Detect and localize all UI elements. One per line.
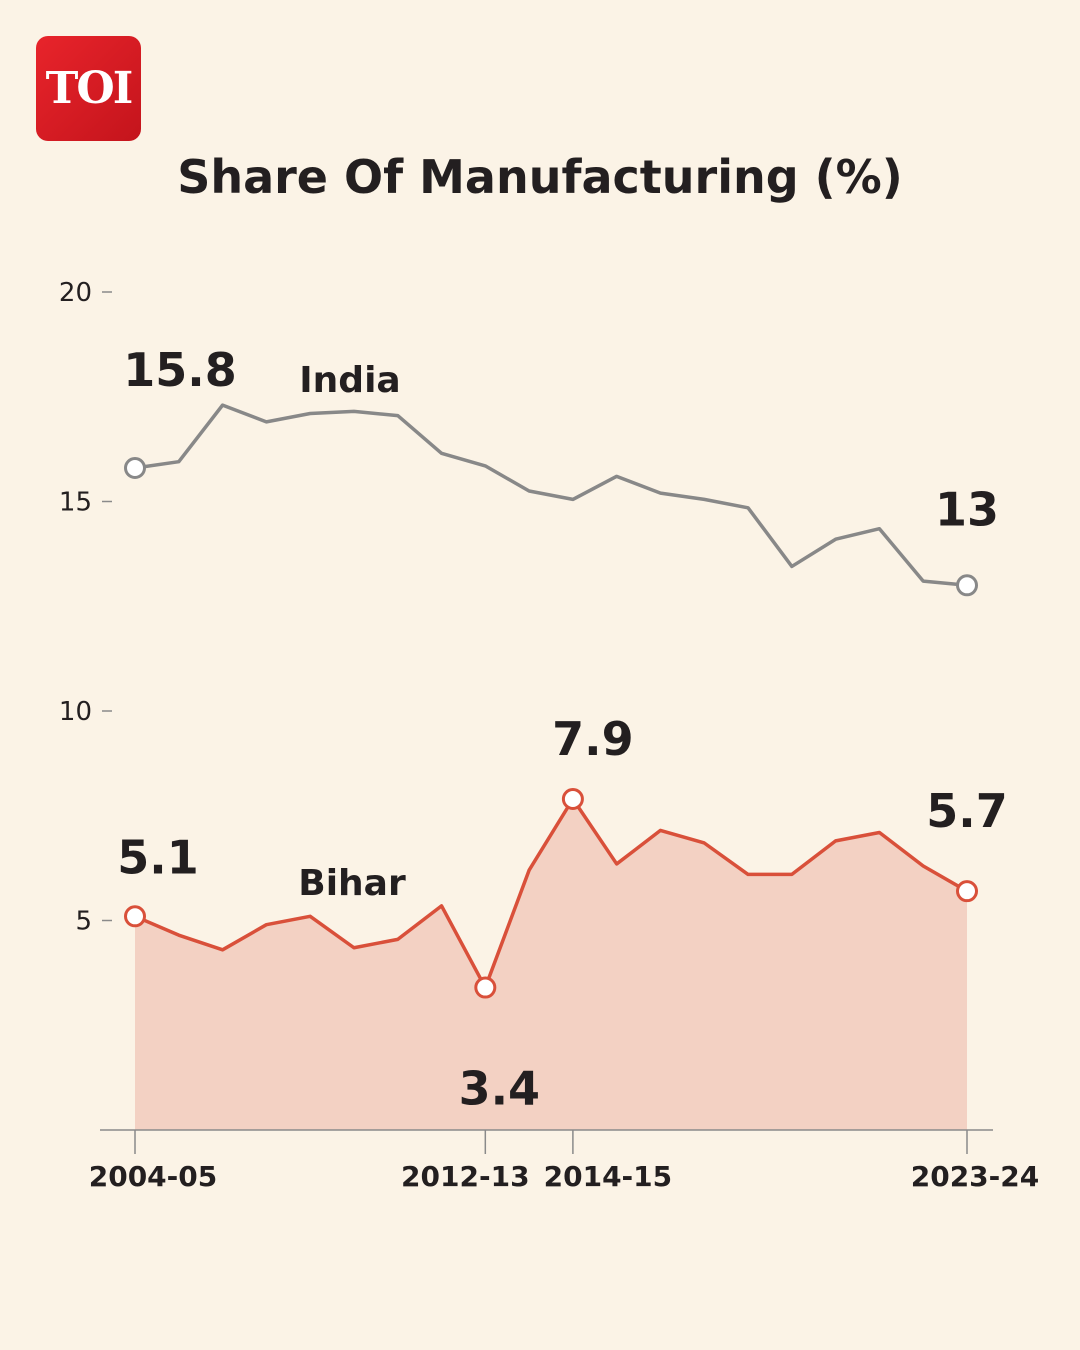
area-fill-bihar	[135, 798, 967, 1130]
y-tick-label: 20	[59, 278, 92, 308]
series-line-india	[133, 403, 969, 588]
data-point-marker	[561, 787, 584, 810]
y-tick-label: 5	[75, 907, 92, 937]
data-label: 5.1	[117, 830, 199, 884]
x-tick-label: 2012-13	[401, 1160, 530, 1193]
data-label: 15.8	[123, 343, 237, 397]
chart-title: Share Of Manufacturing (%)	[177, 150, 903, 204]
data-point-marker	[474, 976, 497, 999]
data-label: 13	[935, 482, 999, 536]
toi-logo: TOI	[36, 36, 141, 141]
series-label-india: India	[299, 360, 400, 401]
data-point-marker	[124, 456, 146, 479]
x-tick-label: 2004-05	[89, 1160, 218, 1193]
y-tick-label: 15	[59, 488, 92, 518]
data-label: 7.9	[552, 712, 634, 766]
data-label: 3.4	[459, 1062, 541, 1116]
data-point-marker	[124, 905, 146, 928]
x-tick-label: 2023-24	[911, 1160, 1040, 1193]
x-tick-label: 2014-15	[544, 1160, 673, 1193]
data-point-marker	[956, 880, 978, 903]
series-label-bihar: Bihar	[298, 863, 406, 904]
data-label: 5.7	[926, 784, 1008, 838]
series-line-bihar	[133, 797, 969, 990]
data-point-marker	[956, 574, 978, 597]
y-tick-label: 10	[59, 697, 92, 727]
